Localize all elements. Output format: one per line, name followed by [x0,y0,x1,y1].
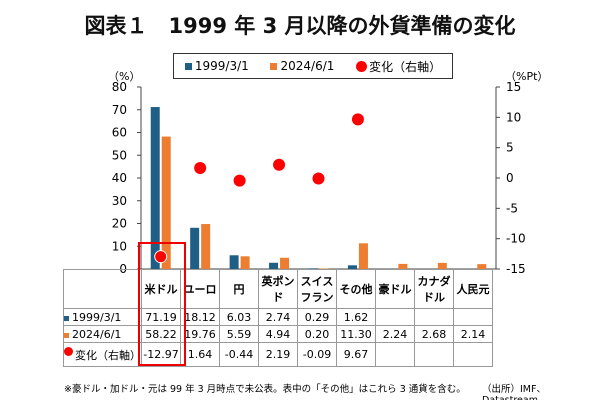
left-tick-label: 70 [112,103,127,117]
table-cell: 1.62 [336,308,376,326]
left-tick-label: 10 [112,239,127,253]
chart-title: 図表１ 1999 年 3 月以降の外貨準備の変化 [84,14,516,38]
left-tick-label: 20 [112,217,127,231]
category-label: カナダ ドル [414,269,454,309]
footnote: ※豪ドル・加ドル・元は 99 年 3 月時点で未公表。表中の「その他」はこれら … [64,384,466,395]
bar-2024 [358,243,368,269]
right-tick-label: -10 [506,232,526,246]
right-tick-label: 0 [506,171,514,185]
right-tick-label: 10 [506,110,521,124]
right-tick-label: -5 [506,201,518,215]
left-tick-label: 30 [112,194,127,208]
table-cell: 2.68 [414,325,454,343]
table-cell: 2.24 [375,325,415,343]
change-point [273,158,286,171]
table-cell: 4.94 [258,325,298,343]
row-label-2024: 2024/6/1 [63,325,142,343]
data-table: 米ドル ユーロ円英ポン ドスイス フラン その他 豪ドル カナダ ドル 人民元 1999/… [63,269,493,367]
legend-item-1999: 1999/3/1 [184,59,249,73]
table-cell: 0.20 [297,325,337,343]
left-tick-label: 60 [112,126,127,140]
category-label: ユーロ [180,269,220,309]
table-cell [414,342,454,367]
legend-item-2024: 2024/6/1 [270,59,334,73]
change-point [351,113,364,126]
left-tick-label: 50 [112,148,127,162]
bar-2024 [437,262,447,269]
table-cell: 2.74 [258,308,298,326]
table-corner [63,269,142,309]
category-label: 人民元 [453,269,493,309]
category-label: 英ポン ド [258,269,298,309]
bar-1999 [347,265,357,269]
table-cell: 6.03 [219,308,259,326]
table-cell: 0.29 [297,308,337,326]
bar-1999 [269,262,279,269]
right-axis-unit: （%Pt） [505,70,549,83]
bar-1999 [229,255,239,269]
table-cell: 2.14 [453,325,493,343]
source: （出所）IMF、Datastream [482,384,546,400]
table-cell [375,342,415,367]
table-cell: 18.12 [180,308,220,326]
right-tick-label: 15 [506,80,521,94]
table-cell: 5.59 [219,325,259,343]
left-axis-unit: （%） [108,70,141,83]
highlight-box-usd [138,242,186,366]
table-cell [453,308,493,326]
right-tick-label: -15 [506,262,526,276]
table-cell: 9.67 [336,342,376,367]
table-cell: -12.97 [141,342,181,367]
change-point [233,174,246,187]
table-cell [414,308,454,326]
row-label-change: 変化（右軸） [63,342,142,367]
table-cell [375,308,415,326]
bar-1999 [190,227,200,269]
bar-1999 [308,268,318,269]
bar-2024 [398,263,408,269]
category-label: スイス フラン [297,269,337,309]
table-cell: 2.19 [258,342,298,367]
legend-item-change: 変化（右軸） [356,58,441,75]
bar-1999 [150,107,160,269]
table-cell: 11.30 [336,325,376,343]
change-point [194,162,207,175]
table-cell: -0.44 [219,342,259,367]
left-tick-label: 40 [112,171,127,185]
row-label-1999: 1999/3/1 [63,308,142,326]
bar-2024 [161,136,171,269]
change-point [154,250,168,264]
change-point [312,172,325,185]
legend: 1999/3/1 2024/6/1 変化（右軸） [173,53,453,79]
right-tick-label: 5 [506,141,514,155]
bar-2024 [280,257,290,269]
category-label: 円 [219,269,259,309]
left-tick-label: 80 [112,80,127,94]
bar-2024 [477,264,487,269]
table-cell [453,342,493,367]
bar-2024 [240,256,250,269]
bar-2024 [201,224,211,269]
category-label: 豪ドル [375,269,415,309]
table-cell: 19.76 [180,325,220,343]
category-label: その他 [336,269,376,309]
table-cell: -0.09 [297,342,337,367]
table-cell: 1.64 [180,342,220,367]
